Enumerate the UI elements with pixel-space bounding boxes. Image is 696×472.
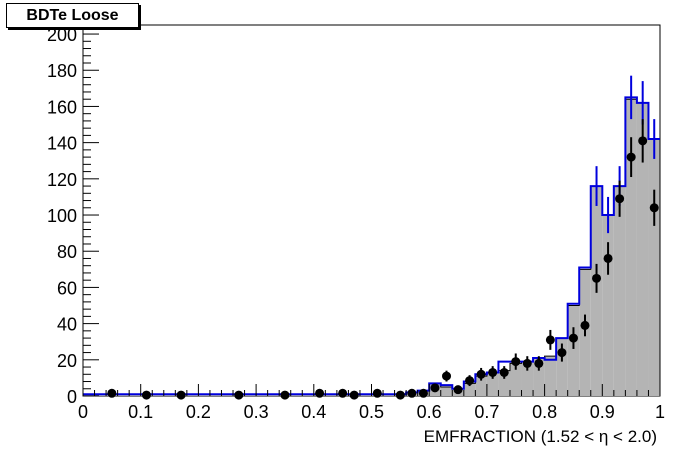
x-tick-label: 0.9: [590, 402, 615, 422]
data-point: [418, 388, 428, 398]
data-point: [315, 388, 325, 398]
histogram-bar: [521, 361, 534, 396]
y-tick-label: 20: [57, 351, 77, 371]
histogram-bar: [475, 376, 487, 396]
data-point: [176, 390, 186, 400]
data-point: [638, 136, 648, 146]
data-point: [488, 367, 498, 377]
histogram-bar: [556, 338, 568, 396]
histogram-bar: [567, 305, 580, 396]
data-point: [407, 388, 417, 398]
data-point: [545, 335, 555, 345]
data-point: [649, 203, 659, 213]
histogram-bar: [463, 383, 476, 396]
histogram-bar: [625, 99, 637, 396]
y-tick-label: 60: [57, 278, 77, 298]
y-tick-label: 200: [47, 25, 77, 45]
x-tick-label: 0.6: [417, 402, 442, 422]
data-point: [234, 390, 244, 400]
data-point: [499, 367, 509, 377]
data-point: [615, 194, 625, 204]
x-tick-label: 0.4: [301, 402, 326, 422]
data-point: [580, 320, 590, 330]
data-point: [568, 333, 578, 343]
histogram-bar: [533, 357, 545, 396]
data-point: [107, 388, 117, 398]
data-point: [522, 358, 532, 368]
data-point: [557, 348, 567, 358]
y-tick-label: 180: [47, 61, 77, 81]
y-tick-label: 40: [57, 315, 77, 335]
x-tick-label: 0: [78, 402, 88, 422]
y-tick-label: 100: [47, 206, 77, 226]
x-axis-label: EMFRACTION (1.52 < η < 2.0): [424, 427, 657, 446]
data-point: [465, 376, 475, 386]
x-tick-label: 0.1: [128, 402, 153, 422]
x-tick-label: 0.5: [359, 402, 384, 422]
y-tick-label: 160: [47, 97, 77, 117]
x-tick-label: 0.3: [244, 402, 269, 422]
histogram-bar: [602, 215, 614, 396]
data-point: [603, 253, 613, 263]
chart-title: BDTe Loose: [6, 3, 139, 28]
data-point: [476, 369, 486, 379]
data-point: [372, 388, 382, 398]
x-tick-label: 0.2: [186, 402, 211, 422]
histogram-bar: [544, 356, 557, 396]
histogram-bar: [440, 386, 453, 396]
data-point: [395, 390, 405, 400]
data-point: [338, 388, 348, 398]
histogram-bar: [486, 372, 499, 396]
data-point: [592, 273, 602, 283]
histogram-bar: [509, 363, 522, 396]
x-tick-label: 0.8: [532, 402, 557, 422]
data-point: [280, 390, 290, 400]
y-tick-label: 140: [47, 134, 77, 154]
data-point: [442, 371, 452, 381]
y-tick-label: 120: [47, 170, 77, 190]
data-point: [626, 152, 636, 162]
histogram-bar: [613, 186, 626, 396]
y-tick-label: 0: [67, 387, 77, 407]
data-point: [453, 385, 463, 395]
data-point: [534, 358, 544, 368]
data-point: [430, 383, 440, 393]
y-tick-label: 80: [57, 242, 77, 262]
histogram-bar: [648, 139, 660, 396]
histogram-bar: [636, 102, 649, 396]
histogram-bar: [498, 370, 510, 396]
data-point: [141, 390, 151, 400]
x-tick-label: 1: [655, 402, 665, 422]
data-point: [349, 390, 359, 400]
x-tick-label: 0.7: [474, 402, 499, 422]
data-point: [511, 357, 521, 367]
